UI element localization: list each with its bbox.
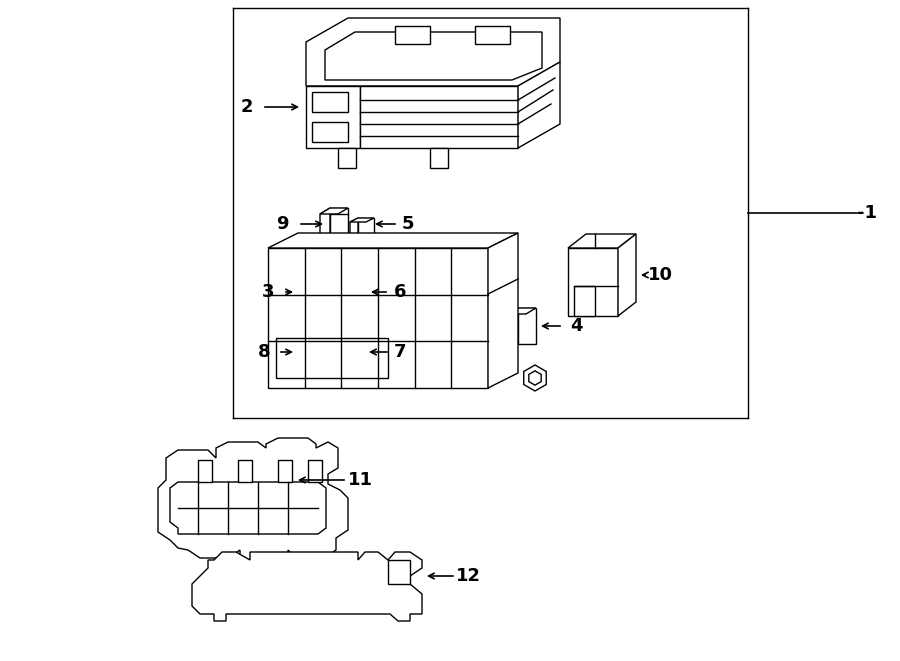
Text: 8: 8 [257, 343, 270, 361]
Polygon shape [430, 148, 448, 168]
Polygon shape [298, 340, 328, 346]
Polygon shape [308, 340, 328, 364]
Polygon shape [350, 218, 358, 242]
Polygon shape [306, 18, 560, 86]
Text: 2: 2 [241, 98, 253, 116]
Polygon shape [488, 233, 518, 388]
Polygon shape [334, 270, 346, 320]
Polygon shape [308, 460, 322, 482]
Polygon shape [518, 308, 536, 344]
Polygon shape [158, 438, 348, 568]
Circle shape [295, 566, 335, 606]
Polygon shape [334, 340, 344, 368]
Polygon shape [334, 270, 368, 276]
Polygon shape [306, 86, 360, 148]
Text: 5: 5 [401, 215, 414, 233]
Polygon shape [529, 371, 541, 385]
Polygon shape [360, 86, 518, 148]
Polygon shape [508, 308, 518, 350]
Polygon shape [298, 270, 310, 320]
Polygon shape [350, 218, 374, 222]
Text: 6: 6 [394, 283, 406, 301]
Polygon shape [198, 460, 212, 482]
Polygon shape [192, 552, 422, 621]
Polygon shape [338, 148, 356, 168]
Polygon shape [475, 26, 510, 44]
Polygon shape [278, 460, 292, 482]
Text: 9: 9 [275, 215, 288, 233]
Text: 11: 11 [347, 471, 373, 489]
Polygon shape [310, 270, 332, 314]
Polygon shape [395, 26, 430, 44]
Polygon shape [344, 340, 364, 364]
Polygon shape [298, 340, 308, 368]
Polygon shape [568, 234, 636, 248]
Polygon shape [170, 482, 326, 534]
Polygon shape [574, 286, 595, 316]
Polygon shape [346, 270, 368, 314]
Text: 10: 10 [647, 266, 672, 284]
Text: 3: 3 [262, 283, 274, 301]
Polygon shape [268, 233, 518, 248]
Polygon shape [298, 270, 332, 276]
Polygon shape [524, 365, 546, 391]
Polygon shape [320, 208, 330, 244]
Polygon shape [325, 32, 542, 80]
Text: 12: 12 [455, 567, 481, 585]
Polygon shape [334, 340, 364, 346]
Polygon shape [568, 248, 618, 316]
Polygon shape [276, 338, 388, 378]
Text: 4: 4 [570, 317, 582, 335]
Polygon shape [320, 208, 348, 214]
Polygon shape [388, 560, 410, 584]
Polygon shape [312, 92, 348, 112]
Polygon shape [238, 460, 252, 482]
Polygon shape [312, 122, 348, 142]
Polygon shape [268, 248, 488, 388]
Polygon shape [518, 62, 560, 148]
Circle shape [304, 575, 326, 597]
Polygon shape [330, 208, 348, 238]
Polygon shape [508, 308, 536, 314]
Polygon shape [618, 234, 636, 316]
Text: -1: -1 [857, 204, 877, 222]
Text: 7: 7 [394, 343, 406, 361]
Polygon shape [358, 218, 374, 238]
